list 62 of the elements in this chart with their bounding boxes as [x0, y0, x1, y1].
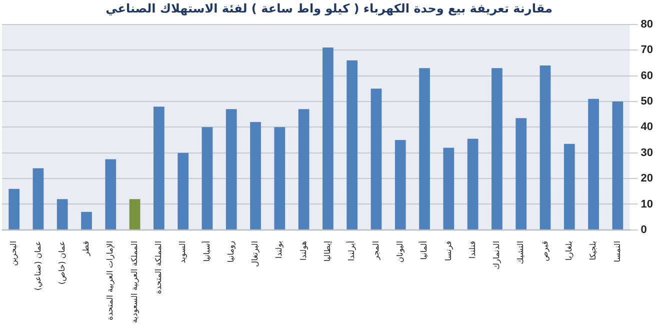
- y-tick-label: 60: [640, 70, 654, 82]
- x-tick-label: فرنسا: [444, 240, 453, 261]
- x-tick-label: عمان (خاص): [57, 240, 66, 284]
- x-tick-label: بلغاريا: [564, 240, 574, 261]
- x-tick-label: قطر: [82, 240, 91, 257]
- x-tick-label: التشيك: [516, 240, 526, 264]
- x-tick-label: بولندا: [274, 240, 284, 259]
- x-tick-label: النمسا: [612, 240, 622, 262]
- bar: [516, 118, 527, 230]
- x-tick-label: عمان (صناعي): [33, 240, 42, 291]
- bar: [129, 199, 140, 230]
- x-tick-label: رومانيا: [226, 240, 236, 262]
- bar: [81, 212, 92, 230]
- bar: [322, 48, 334, 230]
- bar: [492, 68, 502, 230]
- x-tick-label: بلجيكا: [588, 240, 598, 260]
- y-tick-label: 80: [640, 18, 654, 30]
- x-tick-label: المملكة العربية السعودية: [130, 240, 139, 324]
- x-tick-label: قبرص: [540, 240, 550, 262]
- y-tick-label: 70: [640, 44, 654, 56]
- bar: [540, 66, 551, 230]
- bar: [56, 199, 68, 230]
- y-tick-label: 10: [640, 198, 654, 210]
- x-tick-label: البحرين: [9, 240, 18, 266]
- y-tick-label: 0: [640, 224, 647, 236]
- x-tick-label: الدنمارك: [492, 240, 502, 270]
- x-tick-label: ألمانيا: [418, 240, 429, 260]
- bar: [443, 148, 454, 230]
- y-tick-label: 30: [640, 146, 654, 159]
- bar: [394, 140, 406, 230]
- x-tick-label: المجر: [371, 240, 380, 261]
- x-tick-label: البرتغال: [250, 240, 260, 267]
- bar: [154, 106, 164, 230]
- bar: [274, 127, 286, 230]
- x-tick-label: الإمارات العربية المتحدة: [106, 240, 115, 320]
- bar: [250, 122, 261, 230]
- y-tick-label: 20: [640, 172, 654, 185]
- x-tick-label: هولندا: [298, 240, 308, 261]
- bar: [346, 60, 358, 230]
- bar: [370, 88, 382, 230]
- bar: [564, 144, 575, 230]
- y-tick-label: 40: [640, 121, 654, 134]
- y-tick-label: 50: [640, 96, 654, 108]
- bar: [8, 188, 20, 230]
- x-tick-label: المملكة المتحدة: [154, 240, 164, 294]
- x-tick-label: إيطاليا: [323, 240, 332, 262]
- bar: [612, 101, 624, 230]
- x-tick-label: السويد: [178, 240, 188, 264]
- x-tick-label: أيرلندا: [346, 240, 356, 262]
- bar: [298, 109, 310, 230]
- chart-title: مقارنة تعريفة بيع وحدة الكهرباء ( كيلو واط ساعة ) لفئة الاستهلاك الصناعي: [106, 1, 552, 16]
- x-tick-label: أسبانيا: [201, 240, 212, 262]
- bar: [105, 159, 116, 230]
- x-tick-label: فنلندا: [468, 240, 477, 259]
- bar: [588, 98, 599, 230]
- bar: [32, 168, 44, 230]
- bar: [178, 152, 189, 230]
- bar: [226, 109, 237, 230]
- bar: [202, 127, 213, 230]
- bar: [419, 68, 430, 230]
- x-tick-label: اليونان: [395, 240, 404, 263]
- bar: [467, 138, 478, 230]
